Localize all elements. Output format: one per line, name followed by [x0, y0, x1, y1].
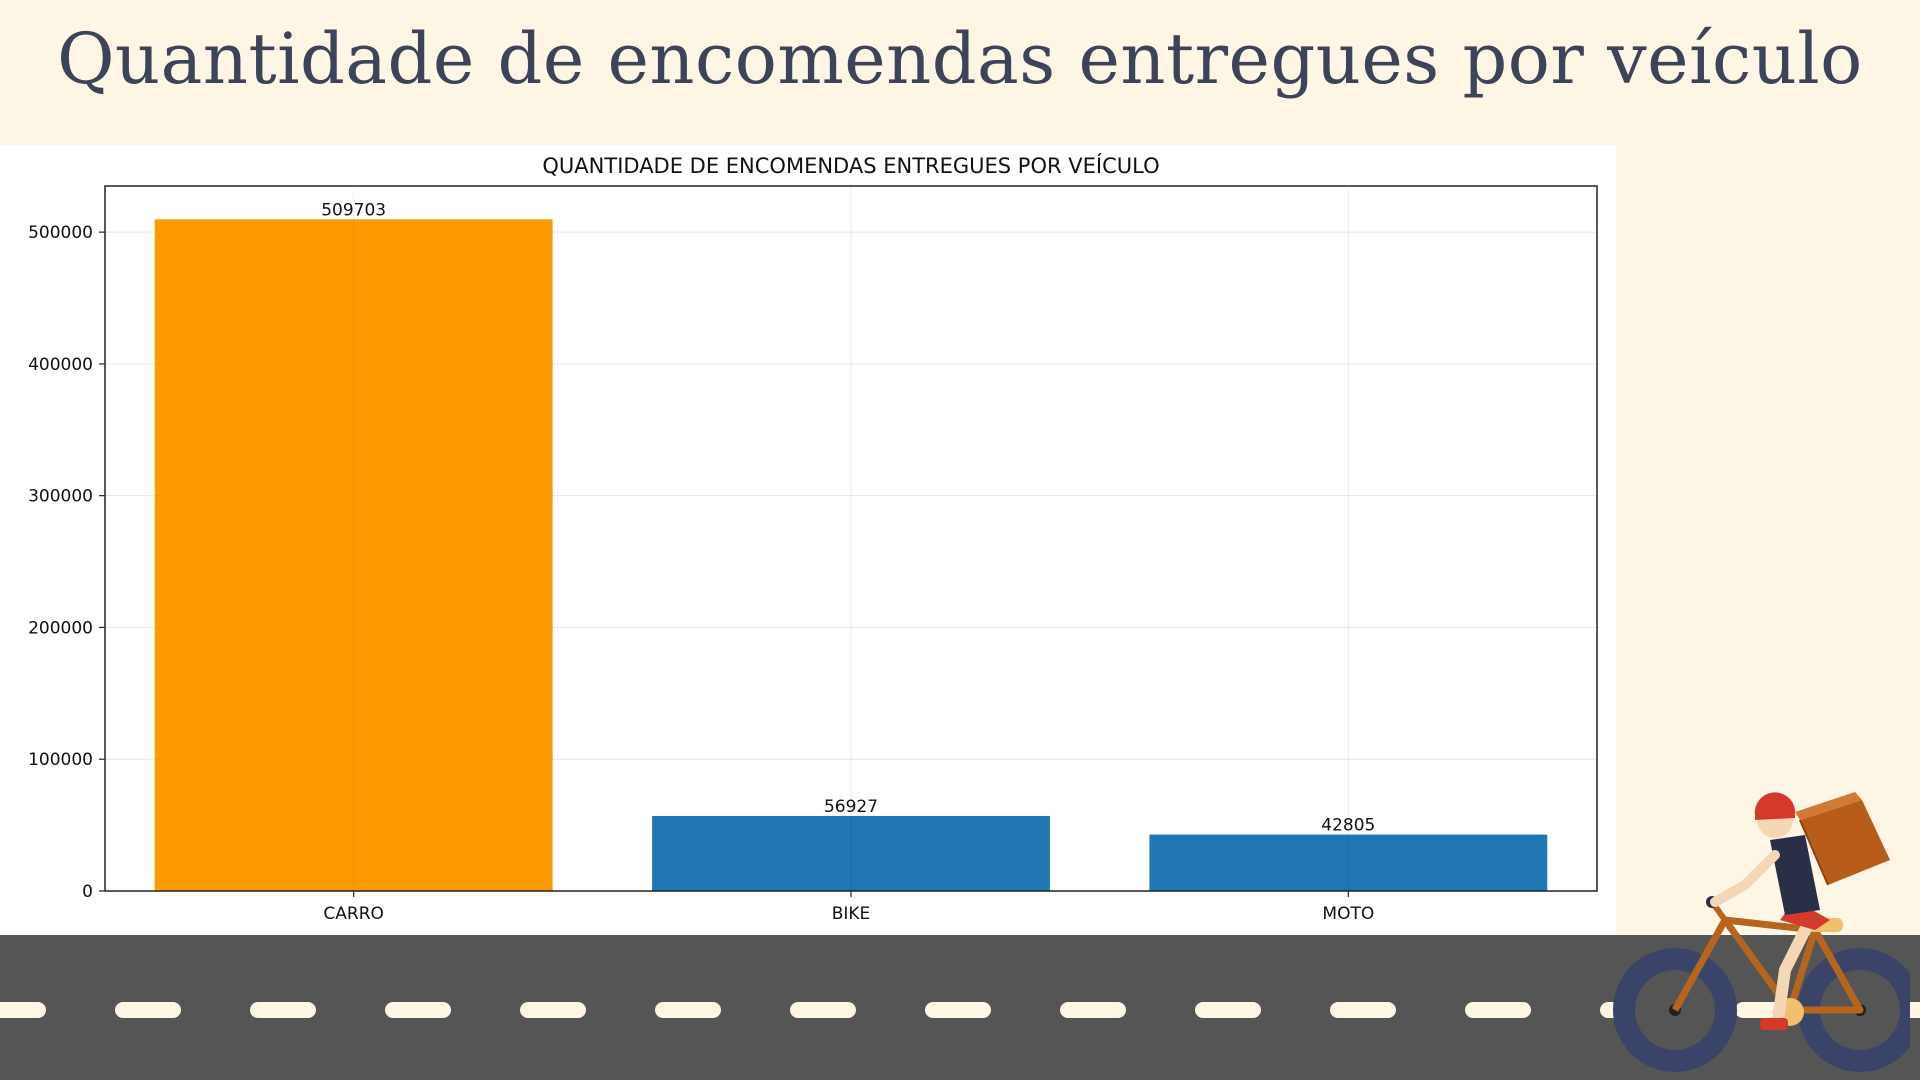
lane-dash: [1060, 1002, 1126, 1018]
lane-dash: [1195, 1002, 1261, 1018]
chart-title: QUANTIDADE DE ENCOMENDAS ENTREGUES POR V…: [542, 153, 1159, 178]
y-tick-label: 400000: [28, 355, 93, 375]
lane-dash: [925, 1002, 991, 1018]
chart-panel: QUANTIDADE DE ENCOMENDAS ENTREGUES POR V…: [0, 145, 1616, 935]
y-tick-label: 0: [82, 882, 93, 902]
bars: [154, 219, 1548, 891]
x-axis-ticks: CARRO BIKE MOTO: [323, 891, 1374, 924]
lane-dash: [1465, 1002, 1531, 1018]
x-tick-label: BIKE: [832, 904, 871, 924]
bar-chart: QUANTIDADE DE ENCOMENDAS ENTREGUES POR V…: [28, 153, 1598, 924]
y-tick-label: 500000: [28, 223, 93, 243]
plot-frame: [104, 185, 1598, 892]
y-tick-label: 300000: [28, 487, 93, 507]
lane-dash: [655, 1002, 721, 1018]
y-tick-label: 200000: [28, 618, 93, 638]
lane-dash: [0, 1002, 46, 1018]
lane-dash: [520, 1002, 586, 1018]
lane-dash: [250, 1002, 316, 1018]
x-tick-label: MOTO: [1322, 904, 1374, 924]
bar-bike: [652, 815, 1050, 891]
lane-dash: [790, 1002, 856, 1018]
lane-dash: [1330, 1002, 1396, 1018]
delivery-cyclist-icon: [1613, 792, 1910, 1072]
bar-moto: [1149, 834, 1548, 891]
lane-dash: [115, 1002, 181, 1018]
page-title: Quantidade de encomendas entregues por v…: [57, 18, 1863, 100]
data-label: 509703: [321, 200, 386, 220]
data-labels: 509703 56927 42805: [321, 186, 1375, 891]
bar-carro: [154, 219, 553, 891]
x-tick-label: CARRO: [323, 904, 384, 924]
data-label: 42805: [1321, 816, 1375, 836]
lane-dash: [385, 1002, 451, 1018]
y-axis-ticks: 0 100000 200000 300000 400000 500000: [28, 223, 105, 902]
y-tick-label: 100000: [28, 750, 93, 770]
data-label: 56927: [824, 797, 878, 817]
road: [0, 935, 1920, 1080]
